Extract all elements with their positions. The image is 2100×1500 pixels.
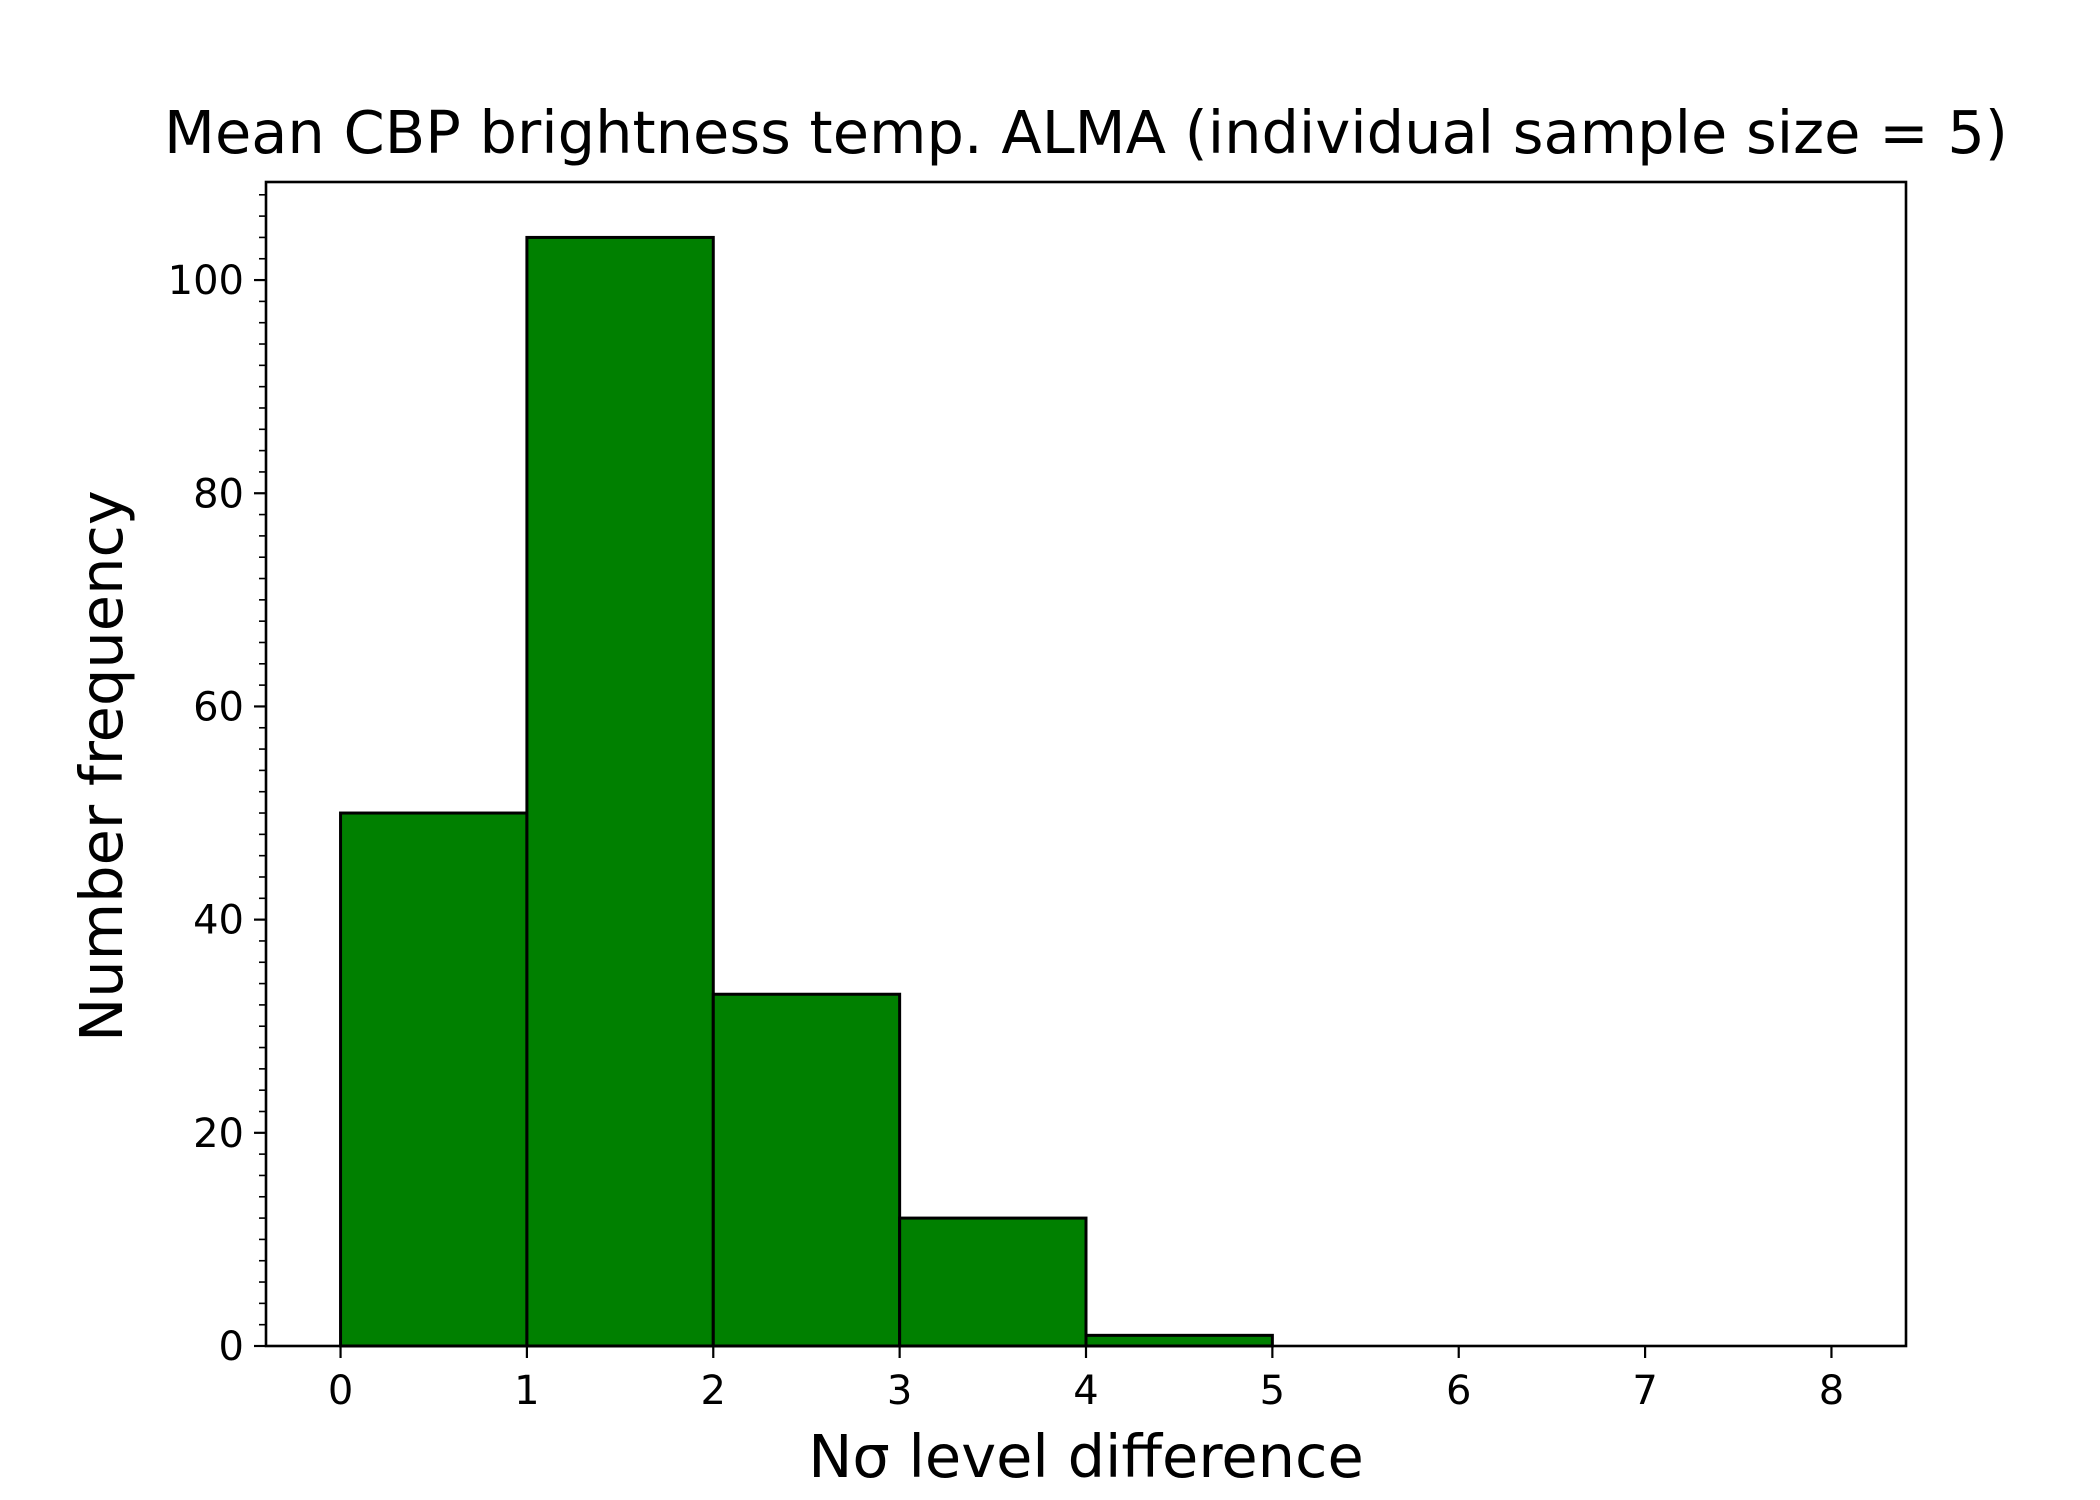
y-tick-label: 20 bbox=[193, 1111, 244, 1157]
y-tick-label: 0 bbox=[219, 1324, 244, 1370]
histogram-bar bbox=[525, 235, 715, 1348]
histogram-bar bbox=[711, 992, 902, 1348]
x-tick-label: 5 bbox=[1260, 1368, 1285, 1414]
x-tick-label: 2 bbox=[701, 1368, 726, 1414]
x-axis-label: Nσ level difference bbox=[808, 1422, 1364, 1491]
y-tick-label: 100 bbox=[168, 258, 244, 304]
plot-frame bbox=[264, 180, 1908, 1348]
histogram-bar bbox=[1084, 1333, 1274, 1348]
y-axis-ticks: 0 20 40 60 80 100 bbox=[168, 193, 266, 1370]
chart-title: Mean CBP brightness temp. ALMA (individu… bbox=[164, 98, 2008, 167]
x-tick-label: 3 bbox=[887, 1368, 912, 1414]
bars-group bbox=[339, 235, 1274, 1348]
x-tick-label: 4 bbox=[1073, 1368, 1098, 1414]
histogram-bar bbox=[898, 1216, 1088, 1348]
y-tick-label: 80 bbox=[193, 471, 244, 517]
x-tick-label: 8 bbox=[1819, 1368, 1844, 1414]
x-tick-label: 0 bbox=[328, 1368, 353, 1414]
x-tick-label: 7 bbox=[1632, 1368, 1657, 1414]
y-axis-label: Number frequency bbox=[67, 490, 136, 1042]
histogram-bar bbox=[339, 811, 529, 1348]
y-tick-label: 60 bbox=[193, 684, 244, 730]
x-axis-ticks: 0 1 2 3 4 5 6 7 8 bbox=[328, 1346, 1844, 1414]
x-tick-label: 6 bbox=[1446, 1368, 1471, 1414]
x-tick-label: 1 bbox=[514, 1368, 539, 1414]
y-tick-label: 40 bbox=[193, 898, 244, 944]
